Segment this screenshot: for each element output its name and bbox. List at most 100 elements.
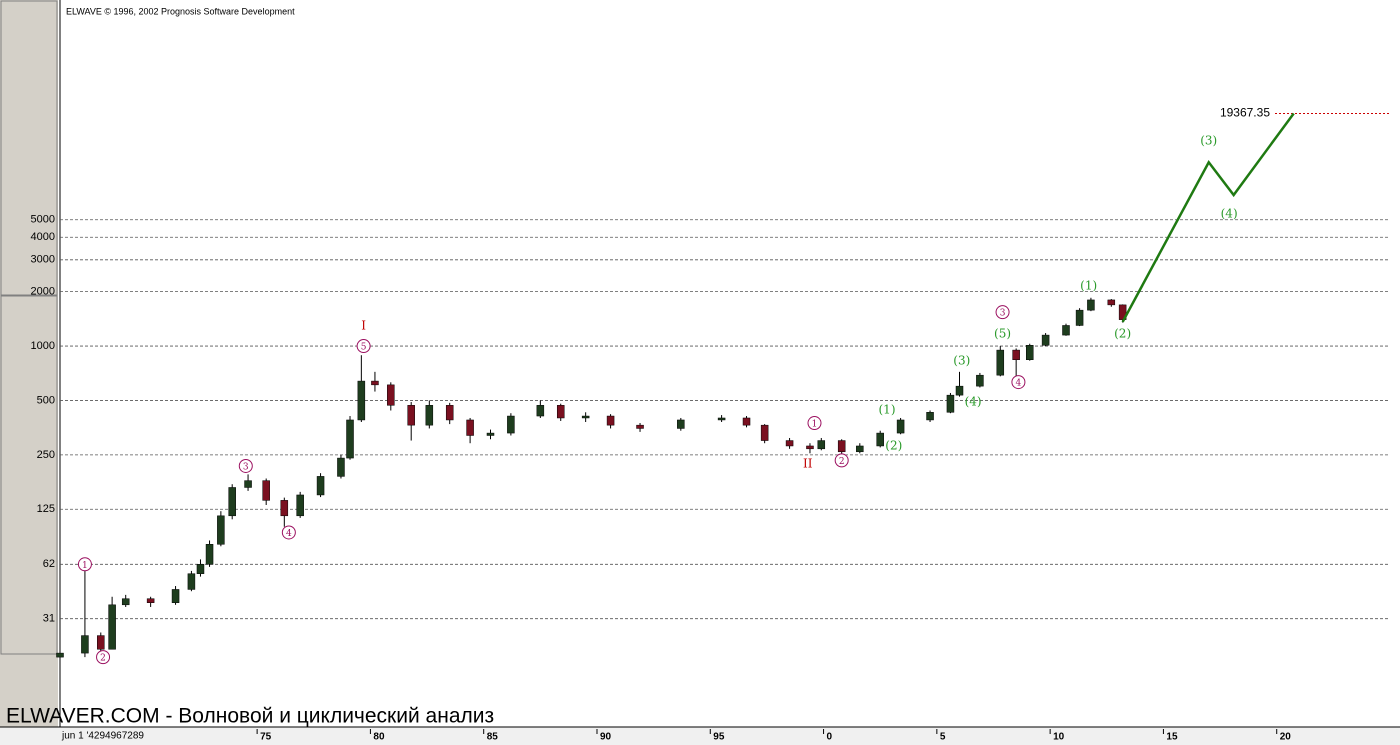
candle-body xyxy=(387,384,395,406)
candle-body xyxy=(636,424,644,429)
wave-label: 2 xyxy=(100,654,106,664)
candle-body xyxy=(217,515,225,545)
wave-label: 2 xyxy=(839,457,845,467)
x-tick-label: 5 xyxy=(940,732,946,743)
candle-body xyxy=(81,635,89,654)
candle-body xyxy=(856,445,864,453)
y-tick-label: 31 xyxy=(43,613,55,625)
candle-body xyxy=(228,487,236,517)
candle-body xyxy=(316,476,325,496)
candle-body xyxy=(556,405,565,419)
candle-body xyxy=(262,480,270,501)
wave-label: 3 xyxy=(243,462,249,472)
x-tick-label: 10 xyxy=(1053,732,1065,743)
x-tick-label: 85 xyxy=(487,732,499,743)
candle-body xyxy=(1062,325,1070,336)
candle-body xyxy=(717,417,726,421)
candle-body xyxy=(581,415,590,419)
candle-body xyxy=(445,405,454,421)
wave-label: (3) xyxy=(953,354,970,368)
wave-label: 4 xyxy=(1016,379,1022,389)
candle-body xyxy=(56,652,64,658)
candle-body xyxy=(346,419,354,459)
candle-body xyxy=(97,635,105,650)
candle-body xyxy=(407,405,415,426)
candle-body xyxy=(946,394,955,413)
label-circle xyxy=(807,416,822,431)
candle-body xyxy=(296,494,304,517)
candle-body xyxy=(806,445,814,450)
label-circle xyxy=(77,557,92,572)
candle-body xyxy=(1107,299,1116,306)
candle-body xyxy=(955,385,964,396)
wave-label: (5) xyxy=(994,327,1011,341)
candle-body xyxy=(760,424,769,441)
x-tick-label: 80 xyxy=(373,732,385,743)
wave-label: (3) xyxy=(1200,133,1217,147)
y-tick-label: 62 xyxy=(43,558,55,570)
y-tick-label: 5000 xyxy=(31,214,55,226)
candle-body xyxy=(785,440,794,447)
candle-body xyxy=(1041,334,1050,346)
x-tick-label: 90 xyxy=(600,732,612,743)
side-panel-box xyxy=(0,0,58,296)
candle-body xyxy=(121,598,130,606)
wave-label: 4 xyxy=(286,529,292,539)
label-circle xyxy=(1011,375,1026,390)
candle-body xyxy=(1087,299,1095,311)
candle-body xyxy=(1075,309,1084,326)
wave-label: (4) xyxy=(965,395,982,409)
candle-body xyxy=(876,432,884,447)
candle-body xyxy=(205,544,214,565)
x-start-label: jun 1 '4294967289 xyxy=(61,731,144,742)
wave-label: 5 xyxy=(361,343,367,353)
target-label: 19367.35 xyxy=(1220,106,1270,120)
wave-label: (2) xyxy=(1114,327,1131,341)
candle-body xyxy=(244,480,252,488)
candle-body xyxy=(146,598,155,603)
label-circle xyxy=(238,458,253,473)
candle-body xyxy=(606,415,615,426)
candle-body xyxy=(1012,349,1020,360)
y-tick-label: 3000 xyxy=(31,254,55,266)
candle-body xyxy=(486,432,495,436)
candle-body xyxy=(196,564,205,574)
label-circle xyxy=(281,525,296,540)
candle-body xyxy=(837,440,846,453)
wave-label: I xyxy=(361,318,366,332)
candle-body xyxy=(371,380,379,386)
candle-body xyxy=(108,604,116,650)
candle-body xyxy=(742,417,751,426)
candle-body xyxy=(926,412,934,421)
wave-label: (1) xyxy=(1080,279,1097,293)
candle-body xyxy=(507,415,515,434)
candle-body xyxy=(896,419,905,434)
label-circle xyxy=(96,650,111,665)
x-tick-label: 95 xyxy=(713,732,725,743)
x-tick-label: 0 xyxy=(827,732,833,743)
wave-label: II xyxy=(803,456,813,470)
label-circle xyxy=(995,305,1010,320)
wave-label: (2) xyxy=(885,439,902,453)
candle-body xyxy=(357,380,366,421)
watermark: ELWAVER.COM - Волновой и циклический ана… xyxy=(6,705,494,728)
x-tick-label: 20 xyxy=(1280,732,1292,743)
x-tick-label: 15 xyxy=(1166,732,1178,743)
forecast-line xyxy=(1121,112,1295,323)
label-circle xyxy=(356,339,371,354)
chart-title: ELWAVE © 1996, 2002 Prognosis Software D… xyxy=(66,6,295,16)
candle-body xyxy=(171,589,180,603)
candle-body xyxy=(425,405,434,426)
candle-body xyxy=(1025,345,1034,360)
candle-body xyxy=(280,500,289,517)
wave-label: (1) xyxy=(879,403,896,417)
y-tick-label: 500 xyxy=(37,394,55,406)
y-tick-label: 125 xyxy=(37,503,55,515)
candle-body xyxy=(996,349,1005,376)
wave-label: 3 xyxy=(1000,309,1006,319)
candle-body xyxy=(817,440,826,450)
candle-body xyxy=(466,419,474,436)
wave-label: (4) xyxy=(1221,206,1238,220)
